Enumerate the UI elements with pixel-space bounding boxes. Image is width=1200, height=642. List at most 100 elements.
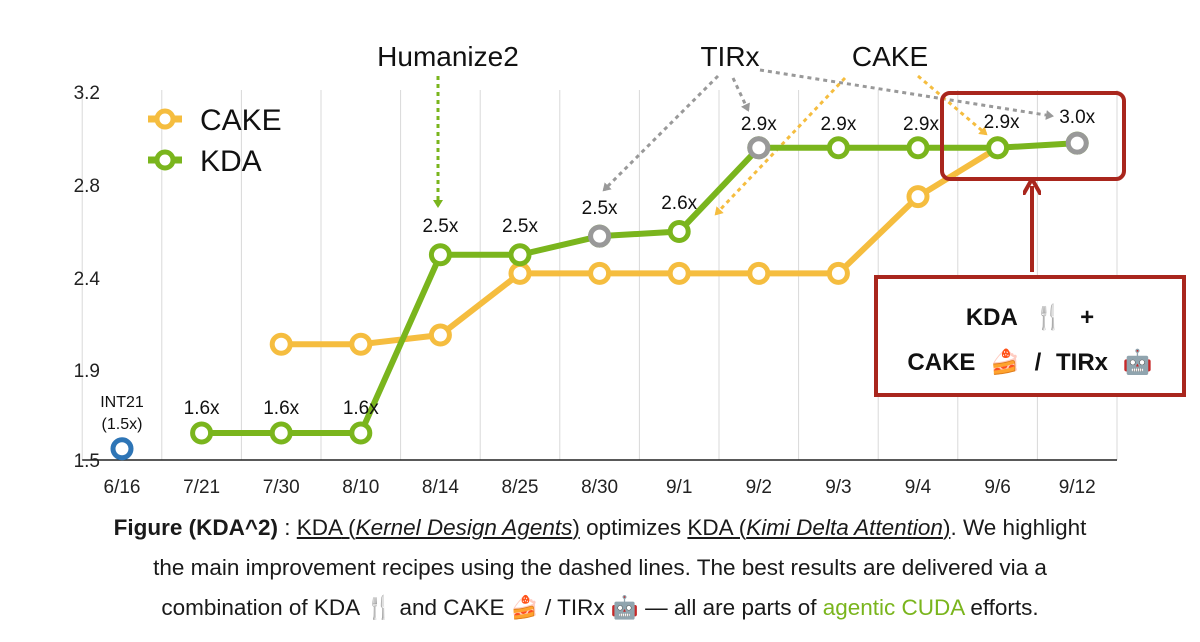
data-labels: INT21 (1.5x) 1.6x 1.6x 1.6x 2.5x 2.5x 2.5x 2.6x 2… bbox=[100, 107, 1095, 433]
data-label: 2.9x bbox=[903, 114, 939, 135]
annotation-arrow bbox=[602, 74, 720, 192]
series-point-kda bbox=[826, 136, 850, 160]
series-point-cake bbox=[349, 332, 373, 356]
data-label: 2.5x bbox=[422, 216, 458, 237]
caption-kda-kimi: KDA (Kimi Delta Attention) bbox=[687, 515, 950, 540]
callout-kda: KDA bbox=[966, 304, 1018, 331]
axes: 1.5 1.9 2.4 2.8 3.2 6/16 7/21 7/30 8/10 8/14 8/25 8… bbox=[74, 83, 1117, 498]
data-label: (1.5x) bbox=[102, 416, 143, 433]
series-point-cake bbox=[428, 323, 452, 347]
caption-line-1: Figure (KDA^2) : KDA (Kernel Design Agen… bbox=[20, 508, 1180, 548]
data-label: 2.9x bbox=[820, 114, 856, 135]
legend-cake-marker bbox=[154, 108, 176, 130]
series-point-kda bbox=[667, 220, 691, 243]
agentic-cuda-text: agentic CUDA bbox=[822, 595, 965, 620]
x-tick-label: 8/14 bbox=[422, 477, 459, 498]
data-label: 3.0x bbox=[1059, 107, 1095, 128]
caption-line-3: combination of KDA 🍴 and CAKE 🍰 / TIRx 🤖… bbox=[20, 588, 1180, 628]
series-point-cake bbox=[588, 261, 612, 285]
y-tick-label: 3.2 bbox=[74, 83, 100, 104]
series-point-cake bbox=[269, 332, 293, 356]
legend-kda-label: KDA bbox=[200, 145, 262, 178]
data-label: 1.6x bbox=[184, 398, 220, 419]
caption-text: optimizes bbox=[579, 515, 688, 540]
x-tick-label: 9/3 bbox=[825, 477, 851, 498]
callout-line2: CAKE 🍰 / TIRx 🤖 bbox=[907, 348, 1152, 376]
x-tick-label: 6/16 bbox=[104, 477, 141, 498]
x-tick-label: 9/1 bbox=[666, 477, 692, 498]
series bbox=[110, 131, 1089, 461]
data-label: INT21 bbox=[100, 394, 144, 411]
legend-cake-label: CAKE bbox=[200, 104, 282, 137]
y-tick-label: 1.5 bbox=[74, 451, 100, 472]
legend-kda-marker bbox=[154, 149, 176, 171]
caption-text: — all are parts of bbox=[638, 595, 823, 620]
caption-text: efforts. bbox=[964, 595, 1039, 620]
tirx-icon: 🤖 bbox=[1123, 348, 1153, 376]
annotation-arrow bbox=[759, 68, 1054, 121]
x-tick-label: 9/12 bbox=[1059, 477, 1096, 498]
caption-paren: ) bbox=[942, 515, 951, 540]
caption-paren: ( bbox=[341, 515, 356, 540]
x-tick-label: 9/4 bbox=[905, 477, 932, 498]
data-label: 2.9x bbox=[984, 112, 1020, 133]
callout-plus: + bbox=[1080, 304, 1094, 331]
x-tick-label: 8/30 bbox=[581, 477, 618, 498]
cake-icon: 🍰 bbox=[510, 595, 539, 621]
series-point-cake bbox=[747, 261, 771, 285]
callout-box bbox=[874, 275, 1186, 397]
highlight-point bbox=[110, 437, 134, 461]
fork-knife-icon: 🍴 bbox=[1034, 303, 1064, 331]
data-label: 1.6x bbox=[343, 398, 379, 419]
y-tick-label: 1.9 bbox=[74, 361, 100, 382]
caption-line-2: the main improvement recipes using the d… bbox=[153, 555, 1047, 580]
figure-caption: Figure (KDA^2) : KDA (Kernel Design Agen… bbox=[20, 508, 1180, 628]
series-point-kda bbox=[508, 243, 532, 267]
caption-kernel-design-agents: Kernel Design Agents bbox=[355, 515, 573, 540]
series-point-cake bbox=[667, 261, 691, 285]
series-point-cake bbox=[906, 185, 930, 209]
series-point-kda bbox=[349, 421, 373, 445]
callout-slash: / bbox=[1035, 349, 1042, 376]
caption-text: combination of KDA bbox=[161, 595, 366, 620]
caption-text: . We highlight bbox=[950, 515, 1087, 540]
caption-paren: ( bbox=[732, 515, 747, 540]
tirx-icon: 🤖 bbox=[610, 595, 639, 621]
caption-paren: ) bbox=[572, 515, 580, 540]
highlight-point bbox=[1065, 131, 1089, 155]
x-tick-label: 9/6 bbox=[984, 477, 1010, 498]
data-label: 2.5x bbox=[582, 198, 618, 219]
annotation-label: Humanize2 bbox=[377, 41, 519, 72]
annotation-label: TIRx bbox=[700, 41, 759, 72]
callout-line1: KDA 🍴 + bbox=[966, 303, 1094, 331]
caption-text: and CAKE bbox=[393, 595, 511, 620]
x-tick-label: 9/2 bbox=[746, 477, 772, 498]
data-label: 2.5x bbox=[502, 216, 538, 237]
figure-label: Figure (KDA^2) bbox=[113, 515, 279, 540]
series-point-kda bbox=[269, 421, 293, 445]
fork-knife-icon: 🍴 bbox=[365, 595, 394, 621]
caption-kda-2: KDA bbox=[687, 515, 733, 540]
y-tick-label: 2.8 bbox=[74, 176, 100, 197]
x-tick-label: 7/30 bbox=[263, 477, 300, 498]
callout-tirx: TIRx bbox=[1056, 349, 1109, 376]
data-label: 1.6x bbox=[263, 398, 299, 419]
series-line-kda bbox=[201, 140, 1078, 436]
caption-text: : bbox=[278, 515, 297, 540]
x-tick-label: 8/25 bbox=[502, 477, 539, 498]
y-tick-label: 2.4 bbox=[74, 269, 101, 290]
series-point-cake bbox=[826, 261, 850, 285]
highlight-box bbox=[940, 91, 1126, 272]
x-tick-label: 8/10 bbox=[342, 477, 379, 498]
series-point-kda bbox=[190, 421, 214, 445]
kda-chart: 1.5 1.9 2.4 2.8 3.2 6/16 7/21 7/30 8/10 8/14 8/25 8… bbox=[74, 41, 1186, 498]
series-point-kda bbox=[986, 136, 1010, 160]
series-point-kda bbox=[428, 243, 452, 267]
cake-icon: 🍰 bbox=[990, 348, 1020, 376]
caption-text: / TIRx bbox=[538, 595, 611, 620]
annotations: Humanize2 TIRx CAKE bbox=[377, 41, 1054, 216]
legend: CAKE KDA bbox=[148, 104, 282, 178]
series-point-cake bbox=[508, 261, 532, 285]
data-label: 2.9x bbox=[741, 114, 777, 135]
highlight-point bbox=[588, 224, 612, 248]
